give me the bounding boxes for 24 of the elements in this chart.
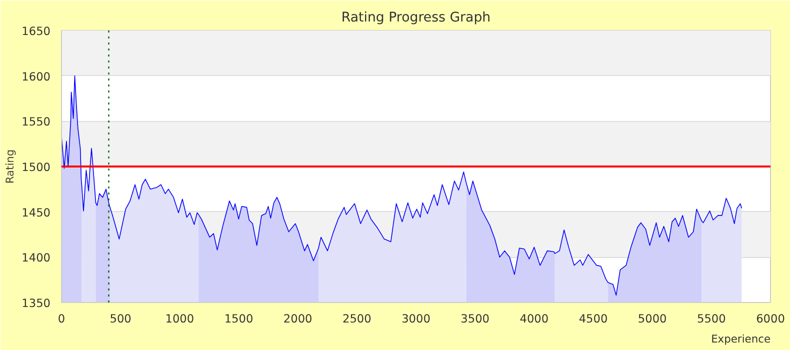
x-tick-label: 0	[58, 312, 66, 326]
x-tick-label: 5000	[638, 312, 667, 326]
x-tick-label: 5500	[697, 312, 726, 326]
x-tick-label: 3000	[402, 312, 430, 326]
y-tick-label: 1450	[22, 205, 51, 220]
x-tick-label: 2500	[342, 312, 372, 326]
y-tick-label: 1350	[22, 296, 51, 310]
x-tick-label: 2000	[283, 312, 312, 326]
x-tick-label: 500	[110, 312, 132, 326]
x-tick-label: 1000	[165, 312, 194, 326]
chart-title: Rating Progress Graph	[341, 10, 491, 26]
y-tick-label: 1600	[22, 69, 51, 84]
x-tick-label: 4000	[520, 312, 549, 326]
y-tick-label: 1550	[22, 114, 51, 129]
y-tick-label: 1500	[22, 160, 51, 174]
x-tick-label: 6000	[756, 312, 785, 326]
line-series	[62, 75, 742, 296]
x-tick-label: 3500	[460, 312, 490, 326]
y-tick-label: 1400	[22, 250, 51, 265]
y-axis-title: Rating	[4, 149, 17, 184]
x-tick-label: 4500	[578, 312, 608, 326]
x-axis-title: Experience	[711, 332, 771, 346]
y-tick-label: 1650	[22, 24, 51, 38]
x-tick-label: 1500	[224, 312, 254, 326]
